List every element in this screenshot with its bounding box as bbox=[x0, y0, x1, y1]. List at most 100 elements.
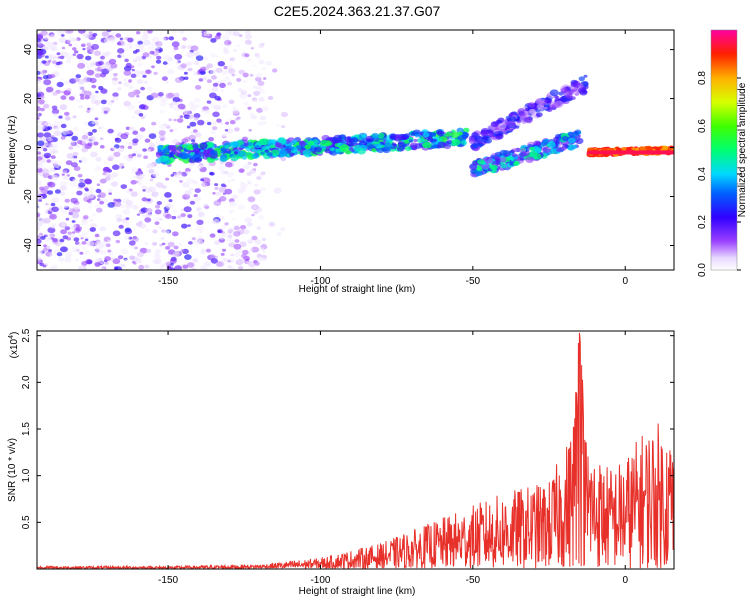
spectrogram-cell bbox=[248, 129, 252, 132]
spectrogram-cell bbox=[52, 143, 59, 149]
spectrogram-cell bbox=[168, 118, 172, 122]
spectrogram-cell bbox=[157, 144, 164, 150]
spectrogram-cell bbox=[143, 39, 151, 46]
spectrogram-cell bbox=[165, 246, 171, 250]
spectrogram-cell bbox=[142, 74, 147, 78]
spectrogram-cell bbox=[145, 229, 149, 232]
spectrogram-cell bbox=[188, 241, 193, 245]
spectrogram-cell bbox=[76, 53, 84, 60]
spectrogram-cell bbox=[174, 265, 182, 270]
spectrogram-cell bbox=[195, 55, 204, 61]
spectrogram-cell bbox=[86, 192, 95, 199]
spectrogram-cell bbox=[57, 56, 61, 59]
spectrogram-cell bbox=[246, 222, 253, 227]
spectrogram-cell bbox=[158, 226, 163, 230]
spectrogram-cell bbox=[251, 213, 255, 217]
spectrogram-cell bbox=[73, 50, 79, 54]
spectrogram-cell bbox=[244, 39, 252, 45]
spectrogram-cell bbox=[553, 136, 559, 142]
spectrogram-cell bbox=[183, 109, 191, 115]
spectrogram-y-tick-label: 0 bbox=[23, 144, 34, 150]
spectrogram-cell bbox=[511, 153, 517, 157]
spectrogram-cell bbox=[138, 104, 146, 110]
spectrogram-cell bbox=[80, 156, 88, 163]
spectrogram-cell bbox=[159, 266, 165, 270]
spectrogram-cell bbox=[84, 187, 89, 191]
spectrogram-cell bbox=[251, 246, 260, 253]
spectrogram-cell bbox=[175, 61, 180, 65]
spectrogram-cell bbox=[231, 178, 236, 182]
spectrogram-cell bbox=[56, 252, 63, 257]
spectrogram-x-tick-label: -150 bbox=[158, 276, 178, 287]
spectrogram-cell bbox=[154, 250, 161, 255]
spectrogram-cell bbox=[171, 41, 180, 48]
snr-y-axis-label: SNR (10 * v/v) bbox=[7, 438, 18, 502]
spectrogram-cell bbox=[64, 30, 71, 34]
spectrogram-cell bbox=[233, 49, 238, 52]
spectrogram-cell bbox=[154, 258, 162, 265]
spectrogram-cell bbox=[136, 79, 144, 84]
spectrogram-cell bbox=[403, 133, 410, 138]
spectrogram-cell bbox=[191, 237, 196, 241]
spectrogram-cell bbox=[42, 172, 50, 179]
spectrogram-cell bbox=[48, 249, 52, 253]
spectrogram-cell bbox=[238, 34, 243, 37]
spectrogram-cell bbox=[125, 200, 134, 206]
spectrogram-cell bbox=[132, 204, 139, 210]
spectrogram-cell bbox=[139, 127, 146, 132]
spectrogram-cell bbox=[37, 226, 41, 232]
snr-x-tick-label: -150 bbox=[158, 575, 178, 586]
spectrogram-cell bbox=[68, 208, 75, 213]
spectrogram-cell bbox=[181, 223, 188, 229]
spectrogram-cell bbox=[144, 138, 151, 143]
spectrogram-cell bbox=[115, 213, 123, 220]
spectrogram-cell bbox=[267, 140, 276, 147]
spectrogram-cell bbox=[100, 88, 108, 94]
spectrogram-cell bbox=[122, 37, 127, 40]
spectrogram-cell bbox=[41, 60, 47, 64]
spectrogram-cell bbox=[91, 121, 96, 125]
spectrogram-cell bbox=[45, 232, 50, 236]
spectrogram-cell bbox=[37, 105, 41, 112]
spectrogram-cell bbox=[94, 233, 100, 238]
spectrogram-cell bbox=[51, 105, 58, 110]
spectrogram-cell bbox=[162, 148, 170, 154]
spectrogram-cell bbox=[220, 79, 226, 84]
spectrogram-cell bbox=[217, 230, 222, 233]
spectrogram-cell bbox=[262, 67, 267, 71]
spectrogram-cell bbox=[130, 167, 139, 173]
spectrogram-cell bbox=[132, 89, 141, 96]
spectrogram-cell bbox=[254, 76, 262, 82]
spectrogram-cell bbox=[49, 253, 54, 257]
spectrogram-cell bbox=[84, 238, 89, 242]
spectrogram-cell bbox=[170, 267, 175, 270]
spectrogram-cell bbox=[172, 209, 178, 213]
spectrogram-cell bbox=[244, 30, 251, 35]
spectrogram-cell bbox=[212, 111, 220, 118]
spectrogram-cell bbox=[204, 267, 208, 270]
spectrogram-cell bbox=[173, 92, 180, 98]
spectrogram-cell bbox=[230, 253, 235, 257]
spectrogram-cell bbox=[61, 209, 68, 214]
spectrogram-cell bbox=[80, 96, 85, 100]
spectrogram-cell bbox=[89, 227, 97, 232]
spectrogram-cell bbox=[77, 173, 83, 178]
spectrogram-cell bbox=[37, 64, 42, 68]
spectrogram-cell bbox=[192, 71, 199, 76]
spectrogram-cell bbox=[255, 72, 263, 78]
spectrogram-cell bbox=[63, 80, 70, 85]
spectrogram-cell bbox=[639, 146, 646, 152]
spectrogram-cell bbox=[275, 124, 280, 127]
spectrogram-cell bbox=[45, 237, 50, 242]
spectrogram-cell bbox=[179, 180, 183, 183]
spectrogram-cell bbox=[50, 45, 56, 51]
spectrogram-cell bbox=[138, 43, 145, 49]
spectrogram-cell bbox=[244, 217, 252, 223]
spectrogram-y-axis-label: Frequency (Hz) bbox=[7, 116, 18, 185]
spectrogram-cell bbox=[47, 190, 54, 195]
spectrogram-cell bbox=[237, 150, 246, 157]
spectrogram-cell bbox=[180, 249, 185, 252]
spectrogram-cell bbox=[123, 78, 127, 82]
spectrogram-cell bbox=[487, 129, 493, 134]
spectrogram-cell bbox=[471, 132, 479, 138]
